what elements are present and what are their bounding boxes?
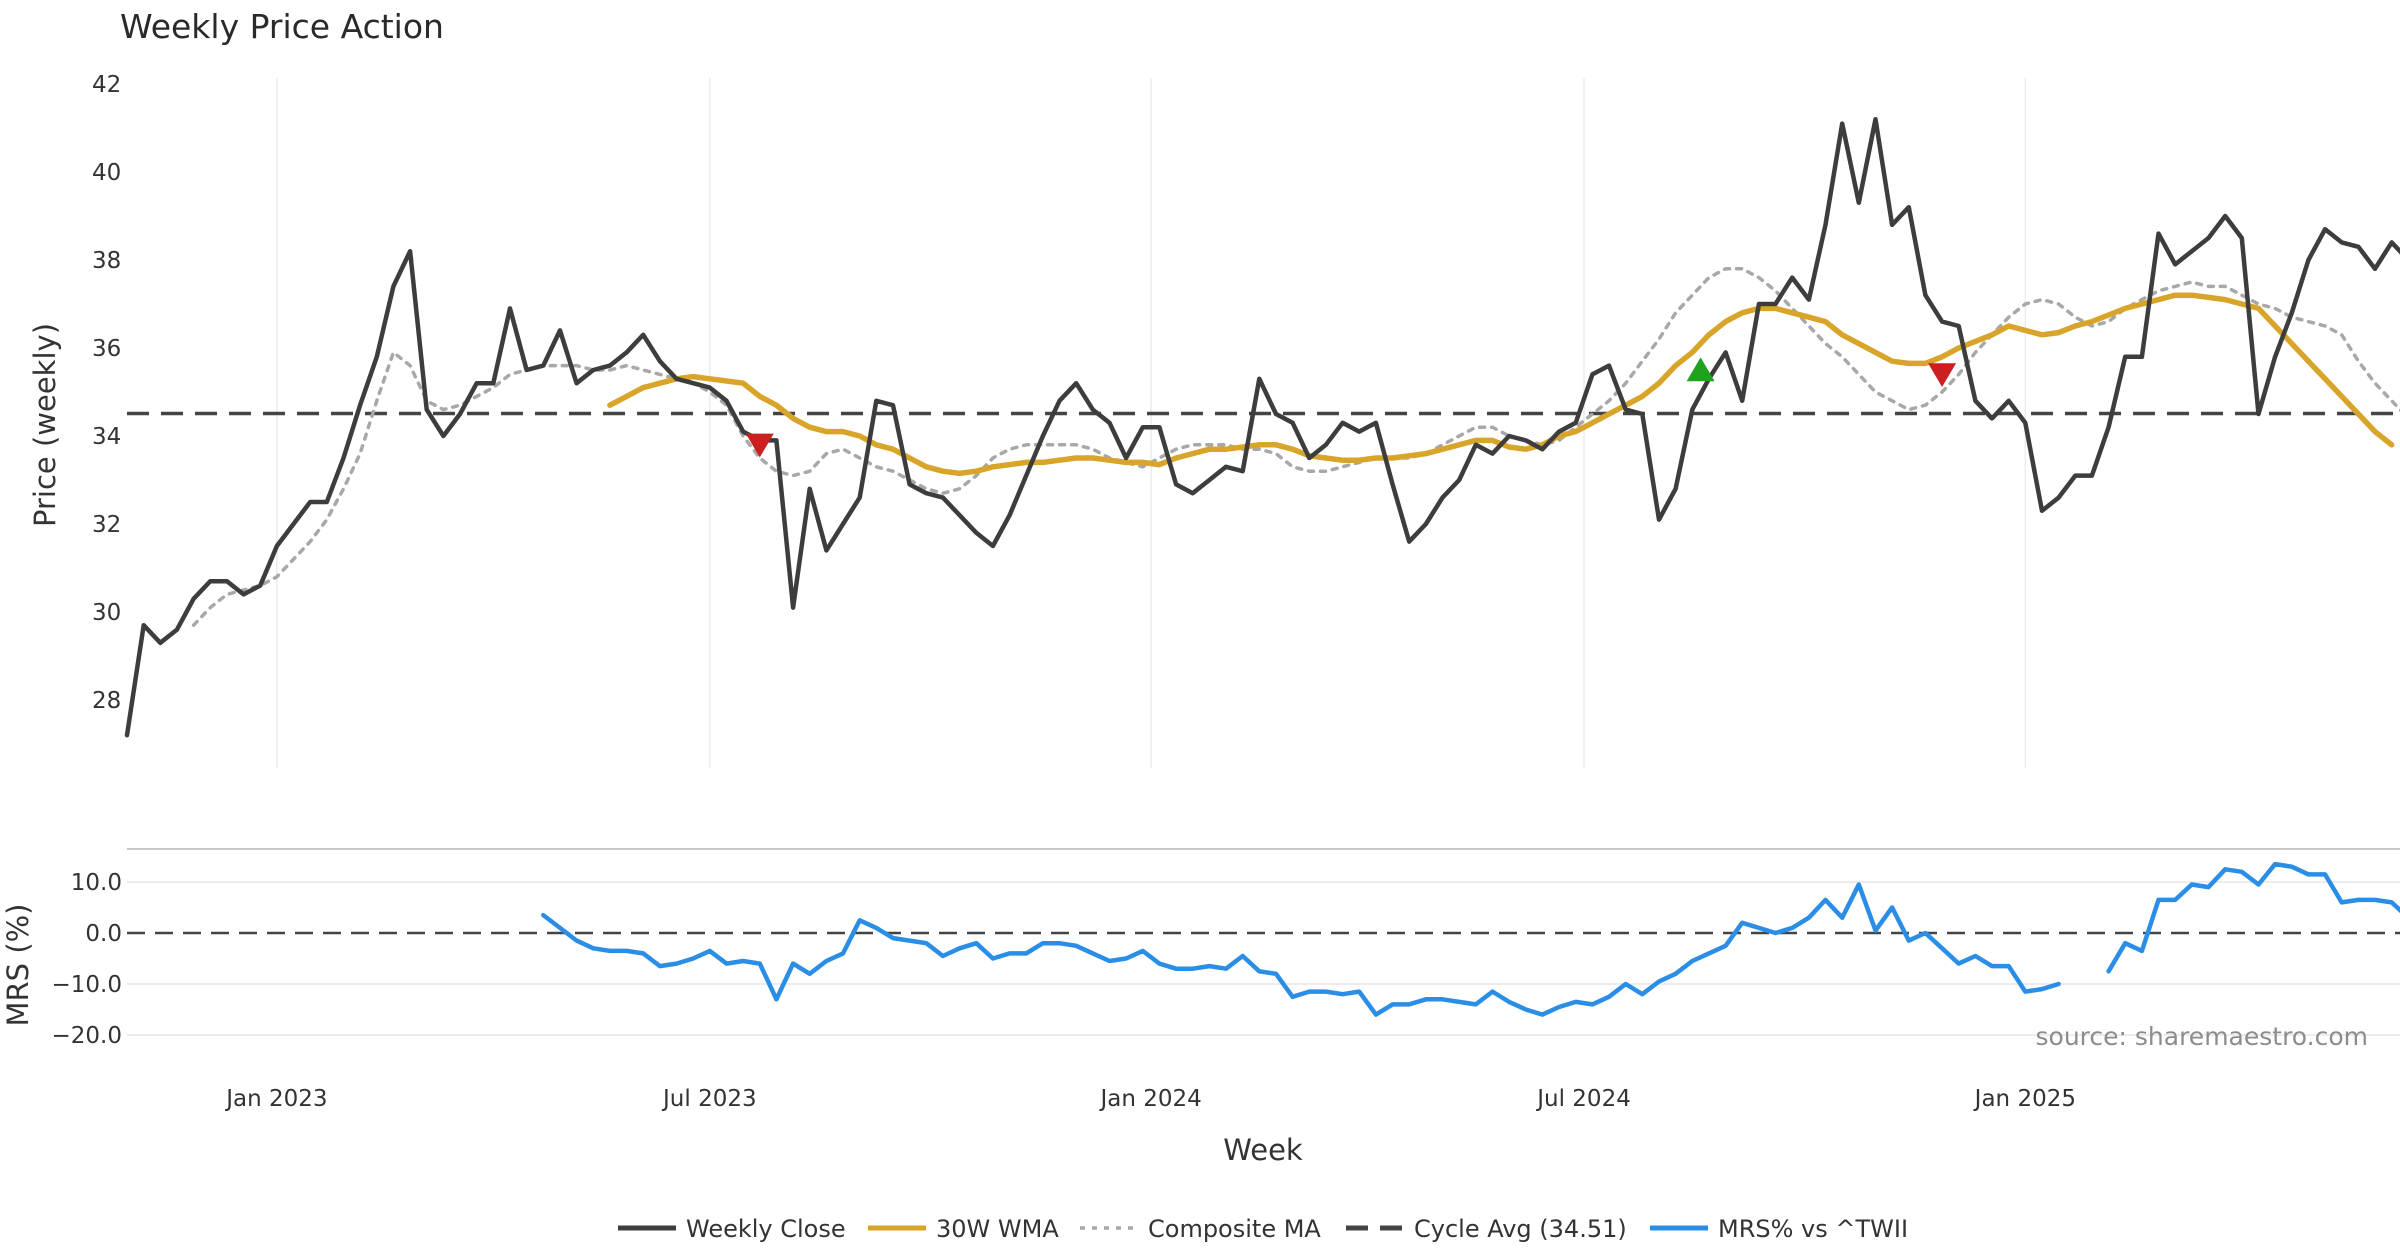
price-y-tick-label: 36: [92, 336, 121, 362]
mrs-line-segment-1: [2106, 861, 2400, 974]
x-tick-label-0: Jan 2023: [224, 1086, 327, 1112]
sell-signal-marker-2: [1928, 363, 1957, 387]
price-y-tick-label: 40: [92, 160, 121, 186]
legend-label-3: Cycle Avg (34.51): [1414, 1215, 1627, 1243]
chart-title: Weekly Price Action: [120, 7, 444, 46]
x-axis-ticks: Jan 2023 Jul 2023 Jan 2024 Jul 2024 Jan 2025…: [224, 1086, 2076, 1112]
mrs-grid: [127, 881, 2400, 1036]
signal-markers: [745, 357, 1957, 458]
x-tick-label-2: Jan 2024: [1098, 1086, 1201, 1112]
legend-label-4: MRS% vs ^TWII: [1718, 1215, 1908, 1243]
x-tick-label-3: Jul 2024: [1535, 1086, 1631, 1112]
price-y-axis-label: Price (weekly): [28, 323, 62, 527]
price-y-ticks: 28 30 32 34 36 38 40 42: [92, 72, 121, 714]
price-grid: [276, 78, 2027, 768]
price-panel: 28 30 32 34 36 38 40 42 Price (weekly): [28, 72, 2400, 768]
source-watermark: source: sharemaestro.com: [2036, 1022, 2369, 1051]
price-y-tick-label: 38: [92, 248, 121, 274]
price-y-tick-label: 34: [92, 424, 121, 450]
sell-signal-marker-0: [745, 433, 774, 458]
buy-signal-marker-1: [1686, 357, 1715, 382]
legend-label-0: Weekly Close: [686, 1215, 846, 1243]
mrs-y-axis-label: MRS (%): [1, 904, 35, 1027]
mrs-panel: 10.0 0.0 −10.0 −20.0 MRS (%) source: sharem…: [1, 848, 2400, 1051]
price-y-tick-label: 32: [92, 512, 121, 538]
mrs-y-ticks: 10.0 0.0 −10.0 −20.0: [52, 870, 122, 1049]
price-y-tick-label: 42: [92, 72, 121, 98]
legend-label-2: Composite MA: [1148, 1215, 1321, 1243]
composite-ma-line: [191, 267, 2400, 627]
mrs-line-segment-0: [541, 882, 2061, 1017]
legend: Weekly Close 30W WMA Composite MA Cycle Avg…: [618, 1215, 1908, 1243]
mrs-y-tick-label: −10.0: [52, 972, 122, 998]
mrs-y-tick-label: −20.0: [52, 1023, 122, 1049]
mrs-series: [541, 861, 2400, 1017]
mrs-y-tick-label: 0.0: [85, 921, 122, 947]
x-tick-label-1: Jul 2023: [661, 1086, 757, 1112]
x-axis-label: Week: [1223, 1133, 1303, 1167]
price-y-tick-label: 30: [92, 600, 121, 626]
legend-label-1: 30W WMA: [936, 1215, 1059, 1243]
price-series: [124, 116, 2400, 738]
weekly-close-line: [124, 116, 2400, 738]
mrs-y-tick-label: 10.0: [71, 870, 122, 896]
x-tick-label-4: Jan 2025: [1973, 1086, 2076, 1112]
price-y-tick-label: 28: [92, 688, 121, 714]
